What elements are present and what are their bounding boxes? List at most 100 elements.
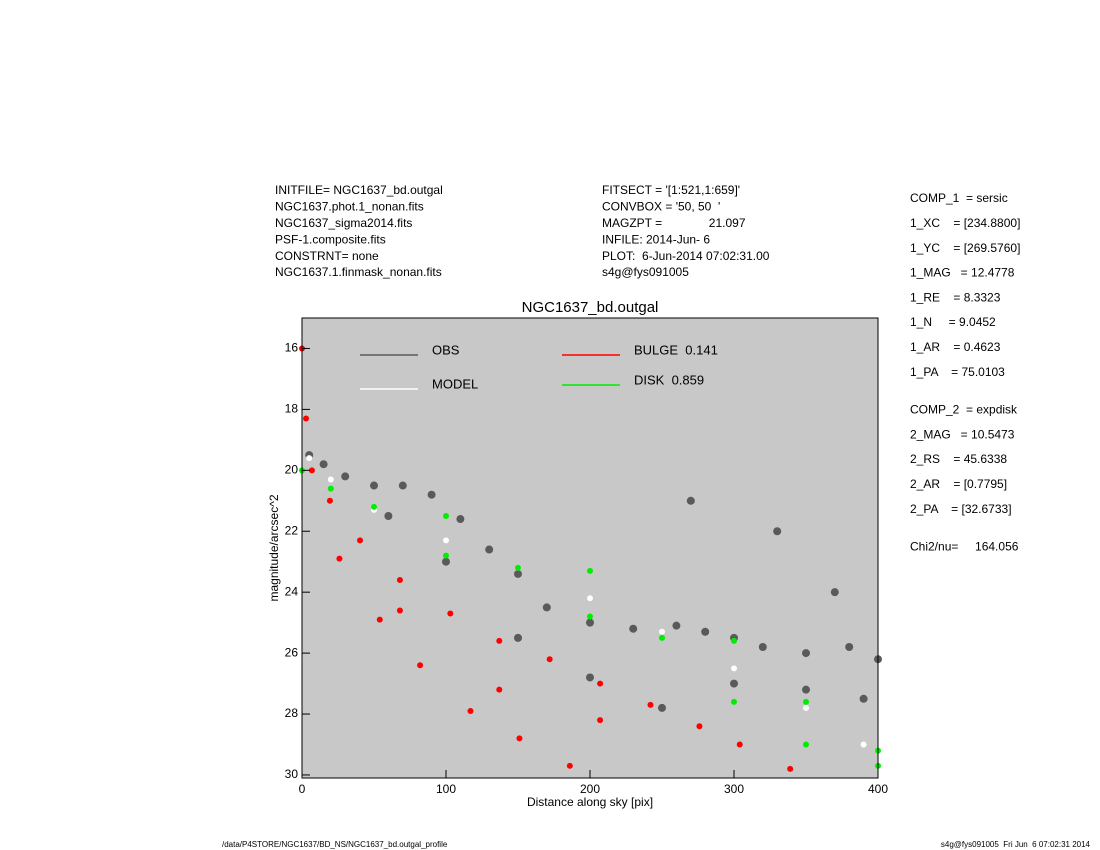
point	[357, 537, 364, 544]
y-axis-label: magnitude/arcsec^2	[267, 494, 281, 601]
point	[597, 680, 604, 687]
point	[701, 627, 710, 636]
point	[514, 569, 522, 578]
point	[803, 741, 809, 748]
point	[587, 567, 593, 574]
point	[370, 481, 378, 490]
param-line: 1_RE = 8.3323	[910, 290, 1001, 304]
y-tick-label: 16	[285, 341, 299, 355]
point	[398, 481, 407, 490]
legend-label: DISK 0.859	[634, 372, 704, 387]
point	[587, 595, 593, 602]
point	[443, 552, 449, 559]
point	[485, 545, 494, 554]
param-line: 2_AR = [0.7795]	[910, 477, 1007, 491]
y-tick-label: 20	[285, 462, 299, 476]
point	[396, 576, 403, 583]
point	[830, 588, 839, 597]
point	[442, 557, 450, 566]
point	[496, 686, 503, 693]
point	[803, 704, 809, 711]
point	[587, 613, 593, 620]
header-line: NGC1637.phot.1_nonan.fits	[275, 200, 424, 214]
header-line: INFILE: 2014-Jun- 6	[602, 232, 710, 246]
y-tick-label: 18	[285, 402, 299, 416]
point	[371, 503, 377, 510]
point	[731, 665, 737, 672]
point	[773, 527, 782, 536]
point	[586, 673, 594, 682]
point	[659, 634, 665, 641]
point	[376, 616, 383, 623]
point	[731, 637, 737, 644]
x-tick-label: 300	[724, 782, 744, 796]
param-line: 1_N = 9.0452	[910, 315, 996, 329]
point	[859, 694, 868, 703]
param-line: 1_YC = [269.5760]	[910, 241, 1020, 255]
point	[566, 762, 573, 769]
point	[467, 707, 474, 714]
footer-left: /data/P4STORE/NGC1637/BD_NS/NGC1637_bd.o…	[222, 840, 448, 849]
header-line: s4g@fys091005	[602, 265, 689, 279]
point	[803, 698, 809, 705]
point	[629, 624, 638, 633]
param-line: 2_PA = [32.6733]	[910, 502, 1012, 516]
x-tick-label: 100	[436, 782, 456, 796]
point	[447, 610, 454, 617]
header-line: NGC1637.1.finmask_nonan.fits	[275, 265, 442, 279]
point	[515, 564, 521, 571]
point	[384, 512, 393, 521]
point	[597, 717, 604, 724]
param-line: 2_RS = 45.6338	[910, 452, 1007, 466]
point	[319, 460, 328, 469]
point	[336, 555, 343, 562]
point	[730, 679, 738, 688]
point	[326, 497, 333, 504]
legend-label: BULGE 0.141	[634, 342, 718, 357]
param-line: Chi2/nu= 164.056	[910, 540, 1019, 554]
header-line: CONVBOX = '50, 50 '	[602, 200, 720, 214]
point	[802, 649, 810, 658]
point	[396, 607, 403, 614]
point	[306, 455, 313, 462]
point	[443, 513, 449, 520]
y-tick-label: 24	[285, 584, 299, 598]
point	[327, 485, 334, 492]
x-tick-label: 200	[580, 782, 600, 796]
point	[514, 633, 522, 642]
point	[647, 701, 654, 708]
point	[736, 741, 743, 748]
header-line: MAGZPT = 21.097	[602, 216, 746, 230]
param-line: COMP_2 = expdisk	[910, 403, 1018, 417]
param-line: 1_PA = 75.0103	[910, 365, 1005, 379]
point	[658, 703, 666, 712]
header-line: INITFILE= NGC1637_bd.outgal	[275, 183, 443, 197]
point	[758, 643, 767, 652]
point	[672, 621, 681, 630]
y-tick-label: 28	[285, 706, 299, 720]
x-tick-label: 400	[868, 782, 888, 796]
x-axis-label: Distance along sky [pix]	[527, 795, 653, 809]
x-tick-label: 0	[299, 782, 306, 796]
param-line: 1_AR = 0.4623	[910, 340, 1001, 354]
point	[516, 735, 523, 742]
plot-area	[302, 318, 878, 778]
point	[327, 476, 334, 483]
point	[308, 467, 315, 474]
point	[860, 741, 867, 748]
point	[417, 662, 424, 669]
point	[845, 643, 854, 652]
point	[659, 628, 665, 635]
legend-label: OBS	[432, 342, 460, 357]
point	[443, 537, 449, 544]
legend-label: MODEL	[432, 376, 478, 391]
point	[542, 603, 551, 612]
point	[696, 723, 703, 730]
point	[496, 637, 503, 644]
chart-title: NGC1637_bd.outgal	[522, 299, 659, 316]
point	[427, 490, 436, 499]
point	[456, 515, 465, 524]
point	[303, 415, 310, 422]
header-line: PSF-1.composite.fits	[275, 232, 386, 246]
